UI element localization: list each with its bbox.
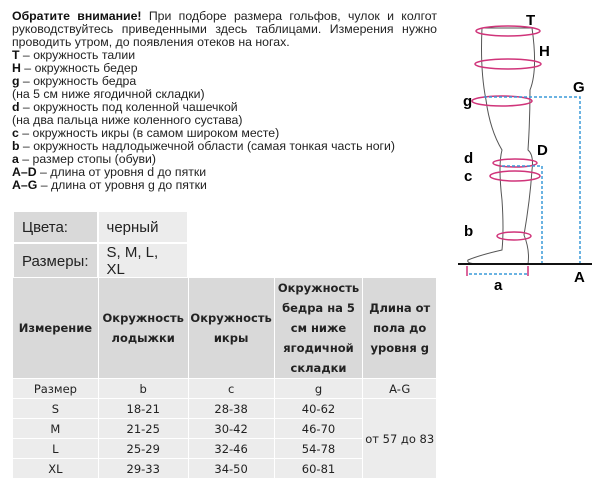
measurement-instructions: Обратите внимание! При подборе размера г… <box>12 10 437 192</box>
label-b: b <box>464 223 473 240</box>
header-ankle: Окружность лодыжки <box>97 277 189 379</box>
legend-item: c – окружность икры (в самом широком мес… <box>12 127 437 140</box>
legend-key: g <box>12 74 20 88</box>
legend-item: (на два пальца ниже коленного сустава) <box>12 114 437 127</box>
legend-item: A–D – длина от уровня d до пятки <box>12 166 437 179</box>
cell: 29-33 <box>97 458 189 479</box>
legend-item: (на 5 см ниже ягодичной складки) <box>12 88 437 101</box>
legend-text: – окружность бедра <box>19 74 137 88</box>
label-d: d <box>464 150 473 167</box>
cell: 34-50 <box>187 458 275 479</box>
label-D: D <box>537 142 548 159</box>
table-row: L 25-29 32-46 54-78 <box>12 438 437 459</box>
legend-key: b <box>12 139 20 153</box>
measurement-legend: T – окружность талии H – окружность бедер… <box>12 49 437 192</box>
legend-key: d <box>12 100 20 114</box>
table-row: M 21-25 30-42 46-70 <box>12 418 437 439</box>
label-c: c <box>464 168 472 185</box>
leg-outline <box>467 27 536 265</box>
leg-measurement-diagram: T H G g D d c b A a <box>458 12 592 294</box>
legend-item: d – окружность под коленной чашечкой <box>12 101 437 114</box>
cell: 21-25 <box>97 418 189 439</box>
label-T: T <box>526 12 535 29</box>
legend-text: – окружность под коленной чашечкой <box>19 100 238 114</box>
cell: 28-38 <box>187 398 275 419</box>
cell: 40-62 <box>273 398 364 419</box>
intro-paragraph: Обратите внимание! При подборе размера г… <box>12 10 437 49</box>
length-lines <box>469 96 581 275</box>
cell: c <box>187 378 275 399</box>
legend-text: (на 5 см ниже ягодичной складки) <box>12 87 205 101</box>
cell: L <box>12 438 99 459</box>
legend-text: (на два пальца ниже коленного сустава) <box>12 113 243 127</box>
legend-key: A–D <box>12 165 37 179</box>
cell: g <box>273 378 364 399</box>
length-cell: от 57 до 83 <box>362 398 437 479</box>
cell: A-G <box>362 378 437 399</box>
label-H: H <box>539 43 550 60</box>
cell: b <box>97 378 189 399</box>
header-length: Длина от пола до уровня g <box>362 277 437 379</box>
header-measurement: Измерение <box>12 277 99 379</box>
legend-text: – размер стопы (обуви) <box>18 152 156 166</box>
legend-key: a <box>12 152 19 166</box>
legend-key: H <box>12 61 21 75</box>
label-A: A <box>574 269 585 286</box>
legend-key: c <box>12 126 19 140</box>
colors-label: Цвета: <box>12 210 99 244</box>
cell: 46-70 <box>273 418 364 439</box>
label-g: g <box>463 93 472 110</box>
legend-text: – окружность икры (в самом широком месте… <box>18 126 280 140</box>
legend-item: T – окружность талии <box>12 49 437 62</box>
table-row: S 18-21 28-38 40-62 от 57 до 83 <box>12 398 437 479</box>
cell: 25-29 <box>97 438 189 459</box>
table-header-row: Измерение Окружность лодыжки Окружность … <box>12 277 437 379</box>
table-subheader-row: Размер b c g A-G <box>12 378 437 399</box>
legend-text: – длина от уровня d до пятки <box>36 165 207 179</box>
cell: 18-21 <box>97 398 189 419</box>
attention-label: Обратите внимание! <box>12 9 142 23</box>
label-a: a <box>494 277 503 294</box>
legend-key: A–G <box>12 178 38 192</box>
measurement-rings <box>466 25 542 276</box>
size-chart-table: Измерение Окружность лодыжки Окружность … <box>12 277 437 479</box>
legend-text: – окружность талии <box>19 48 136 62</box>
cell: 32-46 <box>187 438 275 459</box>
table-row: XL 29-33 34-50 60-81 <box>12 458 437 479</box>
legend-text: – окружность надлодыжечной области (сама… <box>19 139 396 153</box>
legend-item: b – окружность надлодыжечной области (са… <box>12 140 437 153</box>
legend-key: T <box>12 48 20 62</box>
intro-text: При подборе размера гольфов, чулок и кол… <box>12 9 437 49</box>
label-G: G <box>573 79 585 96</box>
cell: M <box>12 418 99 439</box>
cell: 30-42 <box>187 418 275 439</box>
header-calf: Окружность икры <box>187 277 275 379</box>
product-info-table: Цвета: черный Размеры: S, M, L, XL <box>12 210 189 280</box>
cell: 54-78 <box>273 438 364 459</box>
cell: XL <box>12 458 99 479</box>
header-thigh: Окружность бедра на 5 см ниже ягодичной … <box>273 277 364 379</box>
legend-item: H – окружность бедер <box>12 62 437 75</box>
legend-item: A–G – длина от уровня g до пятки <box>12 179 437 192</box>
legend-text: – окружность бедер <box>20 61 138 75</box>
legend-text: – длина от уровня g до пятки <box>37 178 207 192</box>
sizes-label: Размеры: <box>12 242 99 280</box>
cell: 60-81 <box>273 458 364 479</box>
cell: S <box>12 398 99 419</box>
cell: Размер <box>12 378 99 399</box>
colors-value: черный <box>96 210 189 244</box>
legend-item: a – размер стопы (обуви) <box>12 153 437 166</box>
sizes-value: S, M, L, XL <box>96 242 189 280</box>
legend-item: g – окружность бедра <box>12 75 437 88</box>
